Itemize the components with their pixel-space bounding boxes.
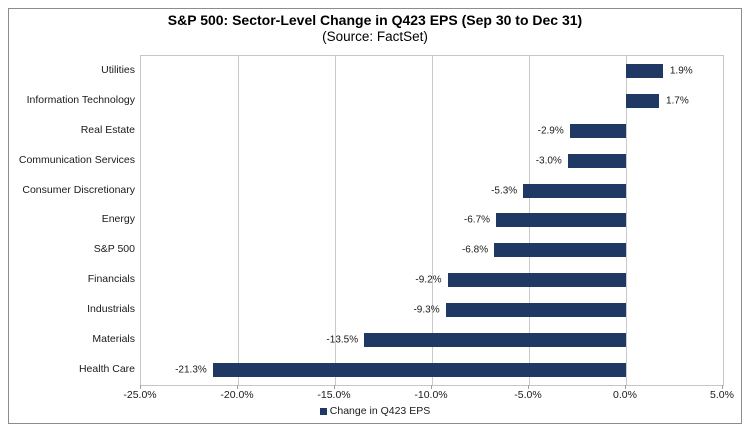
plot-area: 1.9% 1.7% -2.9% -3.0% -5.3% -6.7% -6.8% -9.2% -9…	[140, 55, 724, 389]
xtick-label: -20.0%	[220, 389, 254, 401]
category-axis: Utilities Information Technology Real Esta…	[9, 55, 135, 384]
category-label-s-p-500: S&P 500	[93, 243, 135, 256]
bar-row: -6.7%	[141, 206, 723, 236]
category-label-communication-services: Communication Services	[18, 153, 135, 166]
bar-real-estate	[569, 123, 626, 138]
value-label: -9.2%	[415, 274, 442, 286]
axis-tick	[333, 385, 335, 389]
bar-health-care	[212, 363, 626, 378]
value-label: -6.7%	[463, 214, 491, 226]
bar-row: -9.2%	[141, 265, 723, 295]
bar-utilities	[626, 63, 663, 78]
bar-row: -2.9%	[141, 116, 723, 146]
axis-tick	[625, 385, 626, 389]
axis-tick	[140, 385, 141, 389]
category-label-industrials: Industrials	[87, 303, 135, 316]
value-label: -3.0%	[535, 155, 562, 167]
bar-row: 1.9%	[141, 56, 723, 86]
chart-title: S&P 500: Sector-Level Change in Q423 EPS…	[167, 12, 583, 28]
bar-row: 1.7%	[141, 86, 723, 116]
category-label-materials: Materials	[92, 333, 135, 346]
category-label-information-technology: Information Technology	[26, 93, 135, 106]
value-label: -13.5%	[326, 334, 359, 346]
gridline	[432, 56, 433, 385]
xtick-label: 0.0%	[613, 389, 637, 401]
xtick-label: -15.0%	[317, 389, 351, 401]
xtick-label: 5.0%	[710, 389, 734, 401]
bar-materials	[364, 333, 626, 348]
axis-tick	[431, 385, 432, 389]
bar-row: -6.8%	[141, 235, 723, 265]
value-axis: -25.0% -20.0% -15.0% -10.0% -5.0% 0.0% 5.0%	[123, 389, 734, 402]
bar-row: -9.3%	[141, 295, 723, 325]
bar-consumer-discretionary	[523, 183, 626, 198]
bar-energy	[496, 213, 626, 228]
axis-tick	[527, 385, 529, 389]
gridline	[335, 56, 336, 385]
bar-s-p-500	[494, 243, 626, 258]
legend-label: Change in Q423 EPS	[329, 405, 431, 417]
value-label: -2.9%	[537, 125, 564, 137]
bar-communication-services	[567, 153, 626, 168]
value-label: 1.9%	[669, 65, 693, 77]
xtick-label: -10.0%	[414, 389, 448, 401]
category-label-health-care: Health Care	[78, 363, 135, 376]
bar-row: -21.3%	[141, 355, 723, 385]
bar-financials	[447, 273, 626, 288]
gridline	[626, 56, 627, 385]
value-label: 1.7%	[665, 95, 689, 107]
bar-row: -5.3%	[141, 176, 723, 206]
value-label: -21.3%	[175, 364, 207, 376]
value-label: -6.8%	[461, 244, 489, 256]
category-label-utilities: Utilities	[101, 63, 135, 76]
axis-tick	[236, 385, 238, 389]
legend-square-icon	[319, 407, 327, 415]
category-label-real-estate: Real Estate	[80, 123, 135, 136]
xtick-label: -25.0%	[123, 389, 157, 401]
xtick-label: -5.0%	[514, 389, 542, 401]
category-label-consumer-discretionary: Consumer Discretionary	[22, 183, 135, 196]
bar-row: -3.0%	[141, 146, 723, 176]
category-label-financials: Financials	[87, 273, 135, 286]
value-label: -5.3%	[491, 185, 518, 197]
chart-subtitle: (Source: FactSet)	[322, 29, 428, 44]
axis-tick	[722, 385, 723, 389]
gridline	[238, 56, 239, 385]
category-label-energy: Energy	[101, 213, 135, 226]
legend: Change in Q423 EPS	[0, 405, 750, 417]
value-label: -9.3%	[413, 304, 440, 316]
bar-row: -13.5%	[141, 325, 723, 355]
bar-industrials	[445, 303, 626, 318]
bar-information-technology	[626, 93, 659, 108]
